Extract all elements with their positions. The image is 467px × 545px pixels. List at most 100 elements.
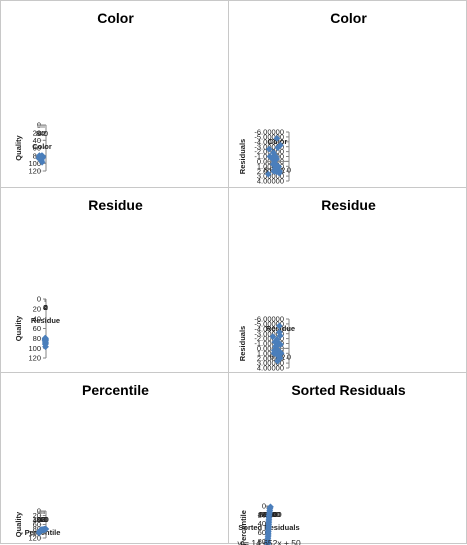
x-tick-label: 4 [43,303,47,312]
data-point [272,153,280,160]
y-axis-label: Quality [14,315,23,341]
data-point [269,333,277,341]
data-point [270,167,278,175]
x-axis-label: Residue [266,324,295,333]
y-tick-label: -1.00000 [254,339,284,348]
y-tick-label: -2.00000 [254,334,284,343]
chart-title: Residue [321,197,376,213]
chart-panel: Sorted Residuals020406080100-6.000-4.000… [228,372,467,545]
data-point [274,357,282,365]
data-point [35,154,43,162]
x-tick-label: 2 [281,352,285,361]
x-tick-label: 0 [44,515,48,524]
x-tick-label: 0 [287,352,291,361]
chart-panel: Percentile020406080100120020406080100Qua… [0,372,229,544]
x-tick-label: 8 [36,129,40,138]
y-tick-label: 1.00000 [257,349,284,358]
data-point [273,134,281,142]
y-tick-label: 20 [33,304,41,313]
x-axis-label: Color [268,137,288,146]
y-tick-label: 0.00000 [257,344,284,353]
x-tick-label: 0 [287,165,291,174]
y-axis-label: Quality [14,134,23,160]
y-tick-label: 60 [33,144,41,153]
chart-title: Residue [88,197,143,213]
y-tick-label: 20 [33,128,41,137]
y-tick-label: 100 [28,159,41,168]
x-tick-label: 0 [44,303,48,312]
y-tick-label: 0 [262,502,266,511]
chart-svg: Residue-6.00000-5.00000-4.00000-3.00000-… [238,197,376,373]
chart-title: Color [330,10,367,26]
y-tick-label: -6.00000 [254,128,284,137]
y-tick-label: -5.00000 [254,320,284,329]
y-tick-label: 100 [28,344,41,353]
y-tick-label: 120 [28,354,41,363]
y-tick-label: 2.00000 [257,167,284,176]
y-tick-label: 120 [28,167,41,176]
y-tick-label: -4.00000 [254,324,284,333]
y-tick-label: 3.00000 [257,172,284,181]
chart-panel: Residue -6.00000 -5.00000 -4.00000 -3.00000-… [228,187,467,373]
y-tick-label: 40 [258,519,266,528]
y-tick-label: 40 [33,314,41,323]
y-axis-label: Residuals [238,326,247,361]
y-tick-label: 40 [33,516,41,525]
y-tick-label: 60 [258,528,266,537]
data-point [271,338,279,346]
chart-title: Sorted Residuals [291,382,406,398]
x-tick-label: 4 [40,129,44,138]
x-tick-label: 2 [44,303,48,312]
data-point [270,149,277,156]
x-axis-label: Color [32,142,52,151]
y-tick-label: 20 [258,510,266,519]
y-tick-label: 40 [33,136,41,145]
y-tick-label: 4.00000 [257,364,284,373]
data-point [275,328,283,336]
x-axis-label: Residue [31,316,60,325]
chart-panel: Color-6.00000-5.00000-4.00000-3.00000-2.… [228,0,467,188]
chart-title: Color [97,10,134,26]
y-tick-label: 60 [33,324,41,333]
y-tick-label: 1.00000 [257,162,284,171]
y-tick-label: 0 [37,295,41,304]
x-tick-label: 100 [33,515,46,524]
x-tick-label: 6 [43,303,47,312]
y-axis-label: Quality [14,511,23,537]
y-tick-label: -4.00000 [254,137,284,146]
chart-panel: Color02040608010012002468QualityColor [0,0,229,188]
data-point [265,145,273,153]
data-point [266,153,274,160]
y-tick-label: 80 [258,537,266,545]
y-tick-label: 3.00000 [257,359,284,368]
y-tick-label: 20 [33,511,41,520]
data-point [275,322,283,330]
data-point [274,144,282,152]
chart-svg: Percentile020406080100120020406080100Qua… [14,382,149,543]
y-tick-label: 4.00000 [257,177,284,186]
x-tick-label: 20 [40,515,48,524]
x-tick-label: 80 [36,515,44,524]
y-axis-label: Residuals [238,139,247,174]
y-tick-label: 100 [28,529,41,538]
y-tick-label: 120 [28,534,41,543]
chart-svg: Color-6.00000-5.00000-4.00000-3.00000-2.… [238,10,367,186]
chart-title: Percentile [82,382,149,398]
data-point [41,334,49,342]
x-tick-label: 0 [44,129,48,138]
x-tick-label: 40 [39,515,47,524]
y-tick-label: 80 [33,334,41,343]
chart-svg: Color02040608010012002468QualityColor [14,10,134,176]
y-tick-label: 60 [33,520,41,529]
y-tick-label: -3.00000 [254,329,284,338]
y-axis-label: Percentile [239,510,248,545]
x-tick-label: 8 [264,165,268,174]
y-tick-label: 80 [33,525,41,534]
x-tick-label: 60 [38,515,46,524]
chart-panel: Residue 0 20 40 60 80 100 120 0 2 4 6 Quality Residue [0,187,229,373]
x-tick-label: 2 [42,129,46,138]
data-point [35,529,43,537]
data-point [276,332,284,340]
